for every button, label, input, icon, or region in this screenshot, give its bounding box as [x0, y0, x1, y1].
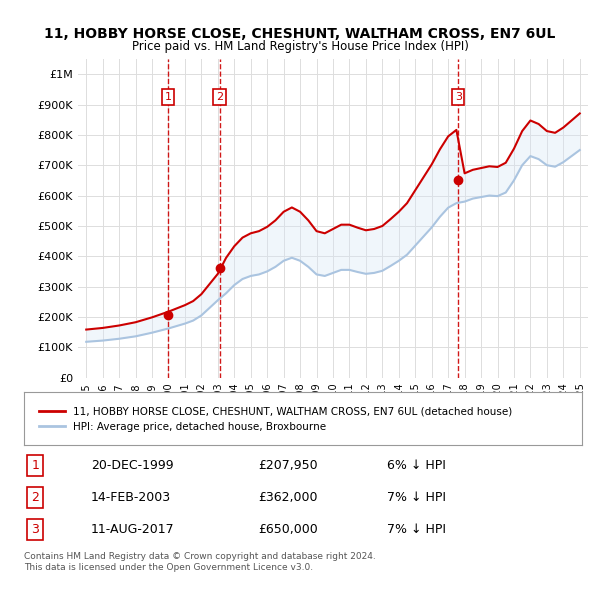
Text: 7% ↓ HPI: 7% ↓ HPI [387, 491, 446, 504]
Text: 6% ↓ HPI: 6% ↓ HPI [387, 459, 446, 472]
Text: £207,950: £207,950 [259, 459, 318, 472]
Text: 1: 1 [31, 459, 39, 472]
Text: £650,000: £650,000 [259, 523, 318, 536]
Text: 1: 1 [164, 92, 172, 102]
Text: 14-FEB-2003: 14-FEB-2003 [91, 491, 171, 504]
Text: 2: 2 [31, 491, 39, 504]
Text: 2: 2 [216, 92, 223, 102]
Text: Price paid vs. HM Land Registry's House Price Index (HPI): Price paid vs. HM Land Registry's House … [131, 40, 469, 53]
Text: This data is licensed under the Open Government Licence v3.0.: This data is licensed under the Open Gov… [24, 563, 313, 572]
Text: 11, HOBBY HORSE CLOSE, CHESHUNT, WALTHAM CROSS, EN7 6UL: 11, HOBBY HORSE CLOSE, CHESHUNT, WALTHAM… [44, 27, 556, 41]
Text: 3: 3 [31, 523, 39, 536]
Text: 3: 3 [455, 92, 461, 102]
Text: 7% ↓ HPI: 7% ↓ HPI [387, 523, 446, 536]
Text: £362,000: £362,000 [259, 491, 318, 504]
Text: Contains HM Land Registry data © Crown copyright and database right 2024.: Contains HM Land Registry data © Crown c… [24, 552, 376, 560]
Legend: 11, HOBBY HORSE CLOSE, CHESHUNT, WALTHAM CROSS, EN7 6UL (detached house), HPI: A: 11, HOBBY HORSE CLOSE, CHESHUNT, WALTHAM… [35, 402, 517, 435]
Text: 20-DEC-1999: 20-DEC-1999 [91, 459, 173, 472]
Text: 11-AUG-2017: 11-AUG-2017 [91, 523, 175, 536]
